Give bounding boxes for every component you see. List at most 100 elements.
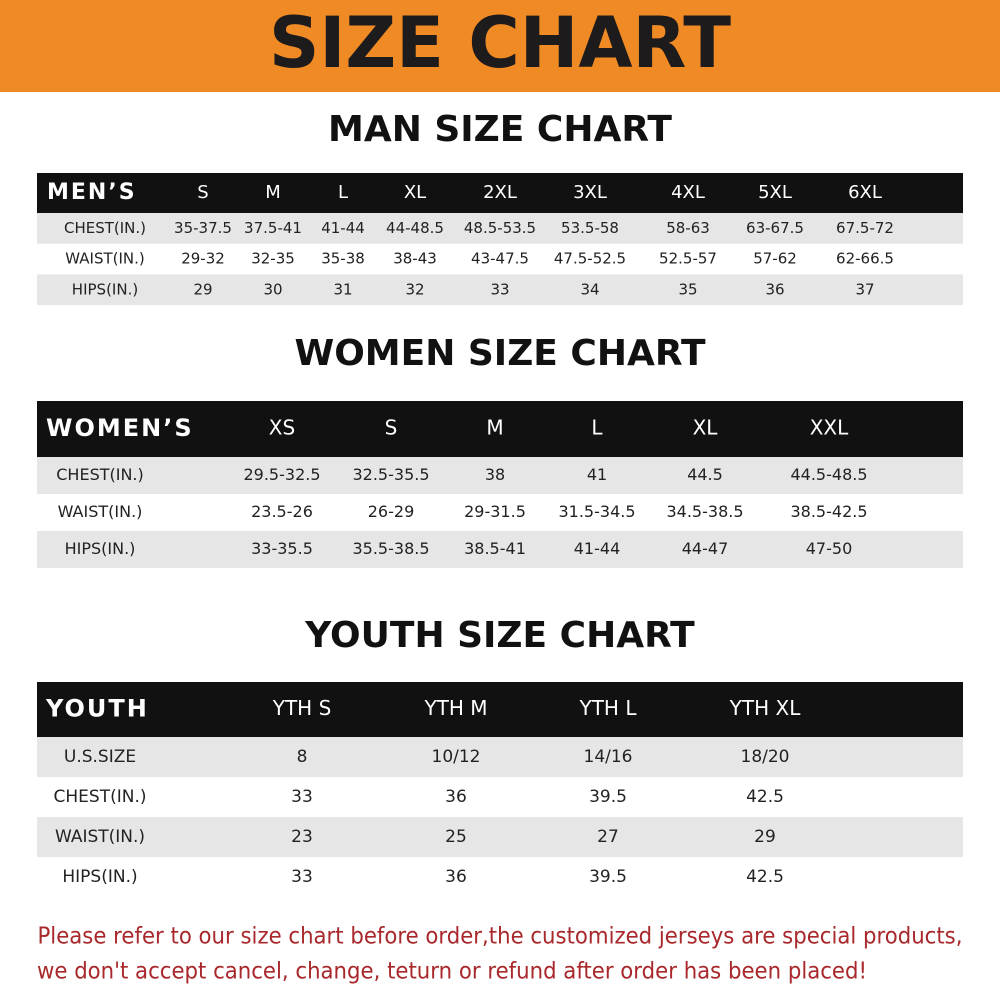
- table-cell: 29: [754, 827, 776, 847]
- table-cell: 34: [580, 280, 599, 298]
- note-line: we don't accept cancel, change, teturn o…: [37, 959, 867, 985]
- table-cell: 62-66.5: [836, 250, 894, 268]
- table-cell: 37: [855, 280, 874, 298]
- page-title: SIZE CHART: [269, 2, 731, 84]
- row-stripe: [37, 817, 963, 857]
- table-cell: 44.5: [687, 465, 723, 484]
- table-cell: 41-44: [574, 539, 621, 558]
- table-cell: 14/16: [584, 747, 633, 767]
- table-cell: 31: [333, 280, 352, 298]
- table-cell: 8: [297, 747, 308, 767]
- row-label: CHEST(IN.): [56, 465, 144, 484]
- table-cell: 33-35.5: [251, 539, 313, 558]
- size-header: YTH M: [423, 696, 487, 720]
- table-cell: 41: [587, 465, 607, 484]
- table-cell: 10/12: [432, 747, 481, 767]
- size-header: L: [591, 416, 603, 440]
- row-stripe: [37, 531, 963, 568]
- row-stripe: [37, 274, 963, 306]
- size-header: 6XL: [848, 182, 882, 203]
- size-header: 3XL: [573, 182, 607, 203]
- table-cell: 29: [193, 280, 212, 298]
- table-cell: 44.5-48.5: [790, 465, 867, 484]
- row-stripe: [37, 213, 963, 244]
- table-cell: 32.5-35.5: [352, 465, 429, 484]
- table-cell: 33: [291, 787, 313, 807]
- table-cell: 53.5-58: [561, 219, 619, 237]
- table-cell: 30: [263, 280, 282, 298]
- section-title: YOUTH SIZE CHART: [304, 615, 695, 656]
- table-cell: 37.5-41: [244, 219, 302, 237]
- row-label: CHEST(IN.): [64, 219, 146, 237]
- table-cell: 43-47.5: [471, 250, 529, 268]
- table-header: [37, 682, 963, 737]
- table-cell: 29.5-32.5: [243, 465, 320, 484]
- table-cell: 38: [485, 465, 505, 484]
- note-line: Please refer to our size chart before or…: [38, 924, 963, 950]
- section-title: MAN SIZE CHART: [328, 109, 672, 150]
- table-cell: 38.5-42.5: [790, 502, 867, 521]
- table-cell: 48.5-53.5: [464, 219, 536, 237]
- table-cell: 36: [445, 867, 467, 887]
- table-cell: 29-31.5: [464, 502, 526, 521]
- table-cell: 26-29: [368, 502, 415, 521]
- row-label: WAIST(IN.): [55, 827, 145, 847]
- table-cell: 33: [291, 867, 313, 887]
- size-header: 2XL: [483, 182, 517, 203]
- size-header: XS: [269, 416, 295, 440]
- row-label: HIPS(IN.): [65, 539, 136, 558]
- size-header: XL: [404, 182, 426, 203]
- size-header: XXL: [810, 416, 849, 440]
- table-cell: 36: [445, 787, 467, 807]
- table-header: [37, 173, 963, 213]
- row-label: CHEST(IN.): [54, 787, 147, 807]
- table-cell: 52.5-57: [659, 250, 717, 268]
- row-stripe: [37, 457, 963, 494]
- table-cell: 18/20: [741, 747, 790, 767]
- table-cell: 42.5: [746, 787, 784, 807]
- table-cell: 32: [405, 280, 424, 298]
- table-cell: 23.5-26: [251, 502, 313, 521]
- table-cell: 44-47: [682, 539, 729, 558]
- header-label: WOMEN’S: [46, 414, 194, 442]
- table-cell: 58-63: [666, 219, 710, 237]
- table-cell: 63-67.5: [746, 219, 804, 237]
- table-cell: 39.5: [589, 787, 627, 807]
- table-cell: 23: [291, 827, 313, 847]
- table-cell: 27: [597, 827, 619, 847]
- size-header: S: [197, 182, 208, 203]
- size-header: M: [265, 182, 281, 203]
- table-cell: 39.5: [589, 867, 627, 887]
- row-label: HIPS(IN.): [72, 280, 138, 298]
- table-cell: 35.5-38.5: [352, 539, 429, 558]
- row-label: HIPS(IN.): [62, 867, 137, 887]
- size-header: YTH L: [579, 696, 638, 720]
- row-stripe: [37, 737, 963, 777]
- table-cell: 29-32: [181, 250, 225, 268]
- table-cell: 31.5-34.5: [558, 502, 635, 521]
- size-header: S: [385, 416, 398, 440]
- table-cell: 44-48.5: [386, 219, 444, 237]
- row-label: WAIST(IN.): [58, 502, 143, 521]
- table-cell: 67.5-72: [836, 219, 894, 237]
- row-label: U.S.SIZE: [64, 747, 136, 767]
- size-header: 4XL: [671, 182, 705, 203]
- table-cell: 36: [765, 280, 784, 298]
- header-label: MEN’S: [47, 180, 137, 205]
- table-cell: 35-37.5: [174, 219, 232, 237]
- table-cell: 57-62: [753, 250, 797, 268]
- table-cell: 32-35: [251, 250, 295, 268]
- header-label: YOUTH: [45, 695, 149, 723]
- size-header: L: [338, 182, 348, 203]
- size-header: M: [486, 416, 503, 440]
- table-cell: 47-50: [806, 539, 853, 558]
- section-title: WOMEN SIZE CHART: [294, 333, 705, 374]
- table-cell: 47.5-52.5: [554, 250, 626, 268]
- size-header: YTH XL: [729, 696, 802, 720]
- table-cell: 35-38: [321, 250, 365, 268]
- table-cell: 38.5-41: [464, 539, 526, 558]
- table-cell: 41-44: [321, 219, 365, 237]
- table-cell: 42.5: [746, 867, 784, 887]
- table-cell: 35: [678, 280, 697, 298]
